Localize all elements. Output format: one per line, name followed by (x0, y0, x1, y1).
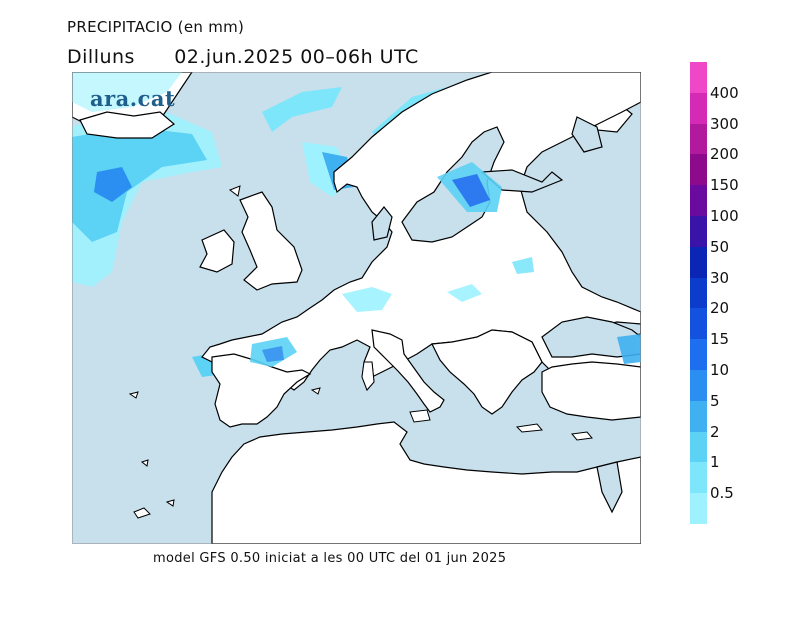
legend-segment (690, 92, 707, 124)
anatolia-landmass (541, 361, 641, 421)
legend-label: 100 (710, 207, 739, 225)
legend-label: 200 (710, 145, 739, 164)
legend-label: 20 (710, 299, 730, 318)
corsica-sardinia (361, 361, 375, 391)
legend-segment (690, 62, 707, 93)
legend-segment (690, 246, 707, 278)
great-britain-landmass (239, 191, 303, 291)
legend-labels: 0.5 1 2 5 10 15 20 30 50 100 150 200 300 400 (710, 62, 780, 524)
precipitation-map (72, 72, 641, 544)
legend-segment (690, 216, 707, 247)
legend-label: 2 (710, 422, 720, 441)
period-title: Dilluns 02.jun.2025 00–06h UTC (67, 46, 419, 68)
legend-label: 50 (710, 237, 730, 256)
legend-segment (690, 339, 707, 371)
legend-label: 30 (710, 268, 730, 287)
legend-segment (690, 493, 707, 524)
legend-segment (690, 123, 707, 155)
legend-segment (690, 400, 707, 432)
variable-title: PRECIPITACIO (en mm) (67, 18, 245, 36)
italian-peninsula (371, 329, 445, 413)
land-precipitation (250, 162, 641, 367)
legend-label: 300 (710, 114, 739, 133)
legend-segment (690, 431, 707, 463)
legend-segment (690, 370, 707, 401)
black-sea (541, 316, 641, 358)
ireland-landmass (199, 229, 235, 273)
legend-label: 5 (710, 391, 720, 410)
legend-label: 1 (710, 453, 720, 472)
legend-segment (690, 185, 707, 217)
legend-label: 15 (710, 330, 730, 349)
iceland-landmass (79, 111, 176, 139)
legend-segment (690, 277, 707, 309)
precipitation-legend: 0.5 1 2 5 10 15 20 30 50 100 150 200 300 400 (690, 62, 780, 524)
legend-color-bar (690, 62, 707, 524)
period-label: 02.jun.2025 00–06h UTC (174, 46, 419, 68)
legend-label: 0.5 (710, 484, 734, 503)
balkan-peninsula (431, 329, 543, 415)
legend-label: 150 (710, 176, 739, 195)
ara-cat-logo: ara.cat (90, 86, 176, 111)
legend-label: 400 (710, 83, 739, 102)
day-label: Dilluns (67, 46, 135, 68)
model-run-caption: model GFS 0.50 iniciat a les 00 UTC del … (153, 551, 507, 566)
legend-label: 10 (710, 361, 730, 379)
legend-segment (690, 462, 707, 494)
legend-segment (690, 154, 707, 186)
legend-segment (690, 308, 707, 340)
